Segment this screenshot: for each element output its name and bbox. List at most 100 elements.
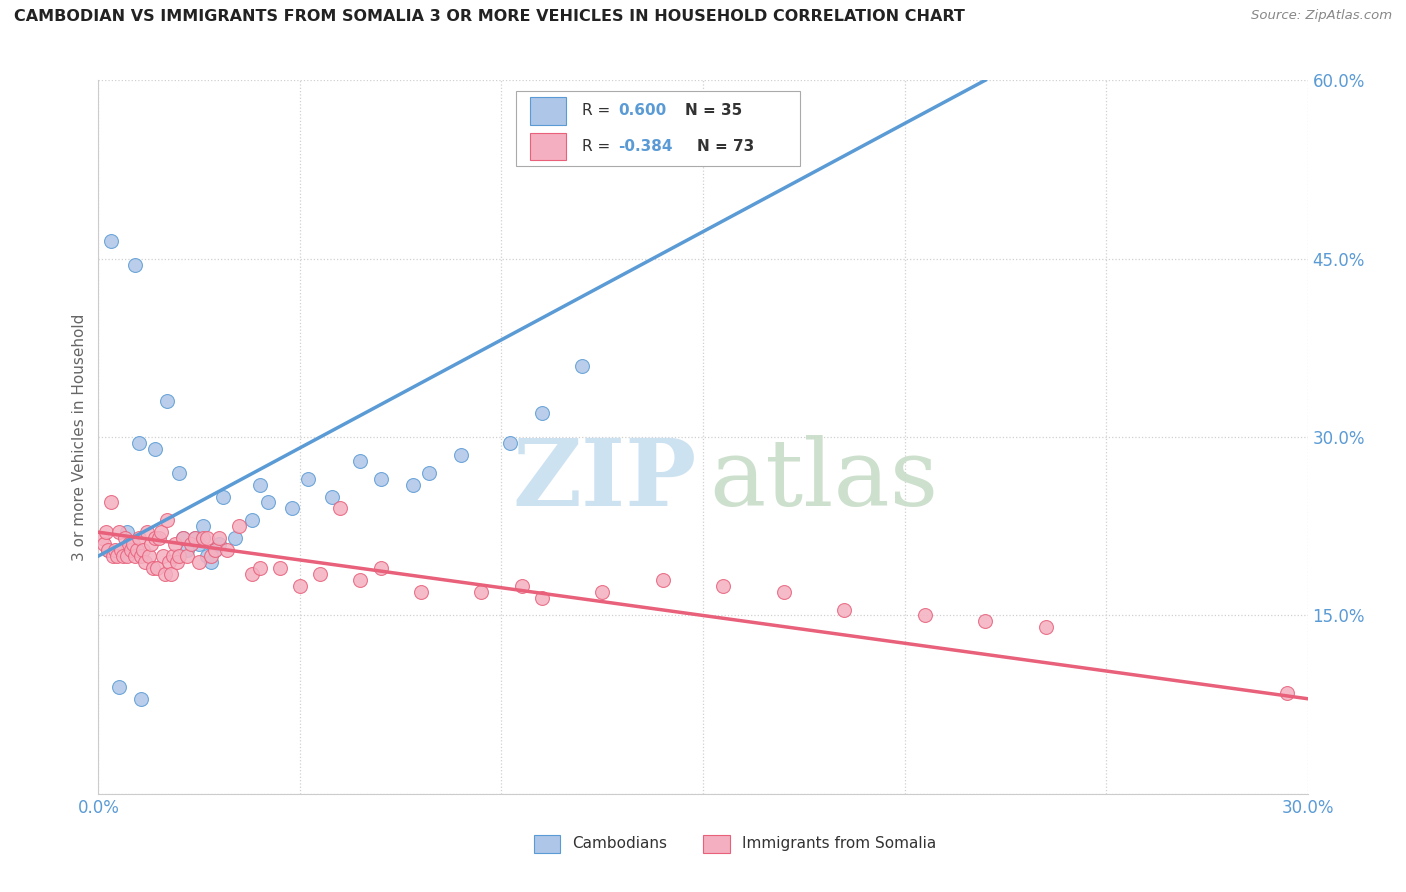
Point [470,584,492,599]
Point [97,543,120,558]
Point [128,436,150,450]
Point [115,549,138,563]
Point [269,561,291,575]
Point [132,543,155,558]
Point [156,394,179,409]
Point [832,602,855,616]
Text: 0.600: 0.600 [619,103,666,119]
Point [240,566,263,581]
Point [128,531,150,545]
Point [166,555,188,569]
Point [281,501,304,516]
Point [115,525,138,540]
Text: Cambodians: Cambodians [572,837,668,851]
Point [111,549,134,563]
Point [240,513,263,527]
Point [129,549,152,563]
Point [195,549,218,563]
Point [498,436,520,450]
Point [142,561,165,575]
Point [450,448,472,462]
Point [121,537,143,551]
Text: ZIP: ZIP [513,435,697,524]
Point [188,555,211,569]
Point [309,566,332,581]
Point [97,543,120,558]
Point [193,519,215,533]
Point [167,466,190,480]
Point [114,531,136,545]
Text: N = 35: N = 35 [685,103,742,119]
Point [107,525,129,540]
Point [217,543,239,558]
Point [176,549,198,563]
Point [195,531,218,545]
Point [591,584,613,599]
Point [349,454,371,468]
Text: Immigrants from Somalia: Immigrants from Somalia [742,837,936,851]
Text: atlas: atlas [709,435,938,524]
Point [188,537,211,551]
Point [772,584,794,599]
Point [100,234,122,248]
Point [370,472,392,486]
Point [321,490,343,504]
Text: -0.384: -0.384 [619,139,673,154]
Point [124,258,146,272]
Point [249,561,271,575]
Point [297,472,319,486]
Text: R =: R = [582,103,616,119]
Point [510,579,533,593]
Point [172,531,194,545]
Point [1035,620,1057,634]
Text: R =: R = [582,139,616,154]
Point [204,543,226,558]
Point [135,525,157,540]
Point [134,555,156,569]
Point [1277,686,1299,700]
Point [120,543,142,558]
Point [530,406,553,420]
Point [162,549,184,563]
Point [370,561,392,575]
Point [200,555,222,569]
Point [118,537,141,551]
Point [409,584,432,599]
Point [100,495,122,509]
Point [103,543,125,558]
Point [157,555,180,569]
Point [101,549,124,563]
Point [146,561,169,575]
Point [125,543,148,558]
Point [172,531,194,545]
Point [184,531,207,545]
Point [167,549,190,563]
Point [160,566,183,581]
Text: CAMBODIAN VS IMMIGRANTS FROM SOMALIA 3 OR MORE VEHICLES IN HOUSEHOLD CORRELATION: CAMBODIAN VS IMMIGRANTS FROM SOMALIA 3 O… [14,9,965,24]
Point [91,531,114,545]
Point [124,549,146,563]
Text: N = 73: N = 73 [697,139,754,154]
Point [138,549,160,563]
Point [153,566,176,581]
Point [107,680,129,694]
Point [329,501,352,516]
Point [204,543,226,558]
Point [256,495,278,509]
Y-axis label: 3 or more Vehicles in Household: 3 or more Vehicles in Household [72,313,87,561]
Bar [534,835,561,853]
Point [148,531,170,545]
Point [651,573,673,587]
Point [96,525,118,540]
Point [208,537,231,551]
Point [105,549,128,563]
Point [156,513,179,527]
Point [418,466,440,480]
Point [571,359,593,373]
Point [139,537,162,551]
Point [249,477,271,491]
Point [288,579,311,593]
Point [200,549,222,563]
Point [180,537,202,551]
Point [110,543,132,558]
